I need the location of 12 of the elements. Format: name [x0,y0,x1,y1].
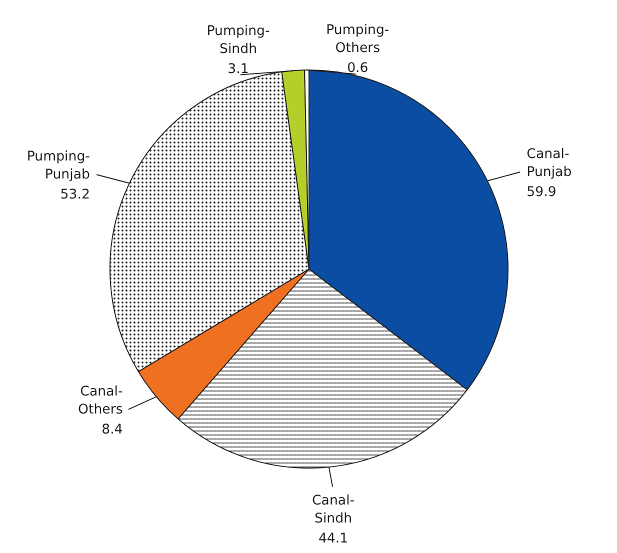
slice-label: Canal-Punjab [526,147,572,180]
data-label: 59.9 [526,184,556,200]
slice-label: Canal-Sindh [312,494,355,527]
data-label: 3.1 [228,62,249,77]
slice-label: Pumping-Sindh [206,24,270,57]
data-label: 0.6 [347,61,368,76]
slice-label: Pumping-Others [326,23,390,56]
slice-label: Canal-Others [78,384,123,418]
data-label: 8.4 [102,422,123,438]
slice-label: Pumping-Punjab [26,150,90,183]
data-label: 53.2 [60,187,90,202]
data-label: 44.1 [318,531,348,546]
